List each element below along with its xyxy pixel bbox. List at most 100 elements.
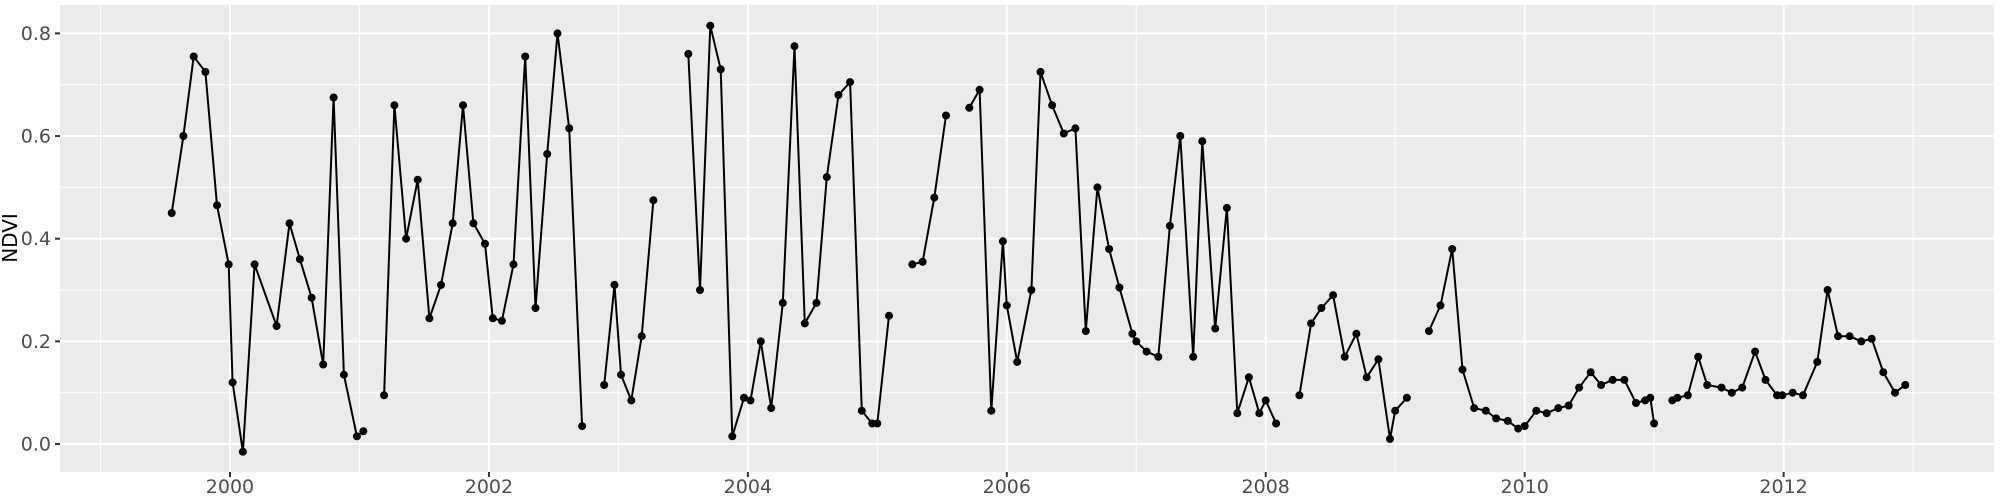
data-point bbox=[413, 175, 422, 184]
y-axis-tick-label: 0.6 bbox=[21, 126, 51, 148]
series-line-segment bbox=[911, 114, 947, 266]
data-point bbox=[1233, 409, 1242, 418]
data-point bbox=[1272, 419, 1281, 428]
data-point bbox=[627, 396, 636, 405]
data-point bbox=[1834, 332, 1842, 341]
data-point bbox=[1352, 329, 1361, 338]
data-point bbox=[1597, 381, 1606, 389]
data-point bbox=[1788, 388, 1797, 397]
data-point bbox=[1532, 406, 1541, 415]
data-point bbox=[1632, 399, 1640, 407]
data-point bbox=[224, 260, 233, 269]
data-point bbox=[1142, 347, 1151, 356]
data-point bbox=[1542, 409, 1551, 418]
data-point bbox=[1036, 67, 1045, 76]
data-point bbox=[272, 322, 281, 330]
data-point bbox=[1554, 404, 1563, 413]
data-point bbox=[1683, 391, 1692, 400]
data-point bbox=[469, 219, 478, 228]
data-point bbox=[167, 209, 176, 217]
data-point bbox=[790, 42, 799, 51]
series-line-segment bbox=[968, 70, 1278, 425]
data-point bbox=[1386, 434, 1394, 443]
data-point bbox=[189, 52, 198, 61]
data-point bbox=[1329, 291, 1338, 300]
data-point bbox=[1115, 283, 1124, 292]
data-point bbox=[425, 314, 434, 323]
data-point bbox=[531, 304, 540, 312]
y-axis-tick-label: 0.8 bbox=[21, 23, 51, 45]
data-series bbox=[167, 21, 1910, 456]
data-point bbox=[1891, 388, 1899, 397]
data-point bbox=[857, 406, 866, 415]
data-point bbox=[885, 311, 893, 320]
data-point bbox=[1189, 352, 1198, 361]
data-point bbox=[1093, 183, 1102, 192]
data-point bbox=[610, 280, 619, 289]
data-point bbox=[543, 150, 552, 158]
y-axis-tick-label: 0.4 bbox=[21, 228, 51, 250]
data-point bbox=[728, 432, 737, 441]
data-point bbox=[1307, 319, 1316, 328]
data-point bbox=[437, 280, 445, 289]
data-point bbox=[1295, 391, 1304, 400]
data-point bbox=[800, 319, 809, 328]
x-axis-tick-label: 2006 bbox=[983, 476, 1031, 498]
data-point bbox=[1778, 391, 1787, 400]
data-point bbox=[1362, 373, 1371, 382]
data-point bbox=[812, 298, 821, 307]
data-point bbox=[1608, 375, 1617, 384]
data-point bbox=[649, 196, 658, 205]
data-point bbox=[1520, 422, 1529, 431]
data-point bbox=[706, 21, 715, 30]
data-point bbox=[1823, 286, 1832, 294]
data-point bbox=[1002, 301, 1011, 310]
data-point bbox=[459, 101, 467, 110]
data-point bbox=[319, 360, 328, 369]
data-point bbox=[1694, 352, 1703, 361]
data-point bbox=[1470, 404, 1479, 413]
data-point bbox=[1013, 357, 1022, 366]
data-point bbox=[352, 432, 361, 441]
data-point bbox=[1340, 352, 1349, 361]
data-point bbox=[1503, 416, 1512, 425]
data-point bbox=[822, 173, 831, 182]
data-point bbox=[1132, 337, 1141, 346]
data-point bbox=[1901, 381, 1910, 389]
data-point bbox=[497, 316, 506, 325]
data-point bbox=[1071, 124, 1080, 133]
data-point bbox=[1845, 332, 1854, 341]
axes: 2000 2002 2004 2006 2008 2010 2012 0.0 0.2 0.4 0.6… bbox=[21, 23, 1808, 498]
data-point bbox=[329, 93, 338, 102]
data-point bbox=[1059, 129, 1068, 138]
data-point bbox=[1738, 383, 1747, 392]
data-point bbox=[1244, 373, 1253, 382]
data-point bbox=[908, 260, 917, 269]
data-point bbox=[1317, 304, 1326, 312]
data-point bbox=[965, 103, 974, 112]
data-point bbox=[696, 286, 704, 294]
data-point bbox=[1198, 137, 1207, 146]
data-point bbox=[1481, 406, 1490, 415]
data-point bbox=[987, 406, 996, 415]
data-point bbox=[1458, 365, 1467, 374]
data-point bbox=[1703, 381, 1712, 389]
data-point bbox=[359, 427, 368, 436]
data-point bbox=[1727, 388, 1736, 397]
data-point bbox=[930, 193, 939, 202]
data-point bbox=[1424, 327, 1433, 336]
data-point bbox=[402, 234, 411, 243]
x-axis-tick-label: 2010 bbox=[1500, 476, 1548, 498]
data-point bbox=[509, 260, 518, 269]
data-point bbox=[1673, 393, 1682, 402]
data-point bbox=[250, 260, 259, 269]
data-point bbox=[1048, 101, 1057, 110]
data-point bbox=[488, 314, 497, 323]
data-point bbox=[1255, 409, 1264, 418]
data-point bbox=[1564, 401, 1573, 410]
data-point bbox=[1492, 414, 1501, 423]
data-point bbox=[448, 219, 457, 228]
data-point bbox=[975, 85, 984, 94]
